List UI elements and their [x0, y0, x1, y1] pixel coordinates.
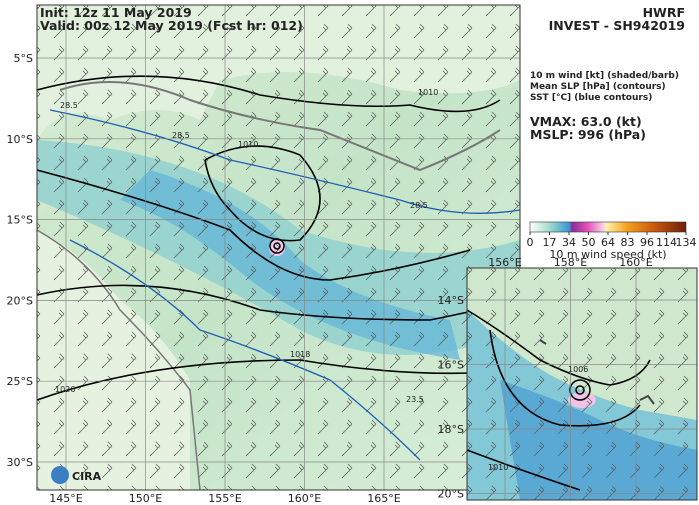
lat-label: 10°S: [7, 133, 33, 146]
colorbar-tick-label: 64: [601, 236, 615, 249]
colorbar-tick-label: 17: [543, 236, 557, 249]
contour-label: 1006: [568, 365, 588, 374]
colorbar-tick-label: 0: [527, 236, 534, 249]
model-text: HWRF: [643, 5, 685, 20]
contour-label: 1010: [488, 463, 508, 472]
mslp: MSLP: 996 (hPa): [530, 127, 646, 142]
contour-label: 28.5: [172, 131, 190, 140]
contour-label: 23.5: [406, 395, 424, 404]
vmax: VMAX: 63.0 (kt): [530, 114, 642, 129]
colorbar-tick-label: 50: [582, 236, 596, 249]
lat-label: 30°S: [7, 456, 33, 469]
lat-label: 25°S: [7, 375, 33, 388]
lat-label: 20°S: [7, 294, 33, 307]
contour-label: 1010: [418, 88, 438, 97]
legend-line: Mean SLP [hPa] (contours): [530, 82, 666, 92]
legend-line: SST [°C] (blue contours): [530, 93, 652, 103]
inset-lon-label: 156°E: [488, 256, 521, 269]
colorbar-tick-label: 83: [621, 236, 635, 249]
colorbar-label: 10 m wind speed (kt): [549, 248, 666, 261]
inset-lat-label: 14°S: [438, 294, 464, 307]
contour-label: 28.5: [410, 201, 428, 210]
lon-label: 145°E: [49, 492, 82, 505]
storm-text: INVEST - SH942019: [549, 18, 685, 33]
colorbar: [529, 221, 687, 233]
contour-label: 1010: [238, 140, 258, 149]
colorbar-tick-label: 114: [656, 236, 677, 249]
lon-label: 150°E: [129, 492, 162, 505]
lon-label: 155°E: [208, 492, 241, 505]
inset-map: [467, 268, 697, 500]
contour-label: 1026: [55, 385, 75, 394]
inset-lat-label: 16°S: [438, 359, 464, 372]
logo-icon: [51, 466, 69, 484]
lon-label: 165°E: [367, 492, 400, 505]
colorbar-tick-label: 34: [562, 236, 576, 249]
legend-line: 10 m wind [kt] (shaded/barb): [530, 71, 679, 81]
init-text: Init: 12z 11 May 2019: [40, 5, 192, 20]
inset-lat-label: 20°S: [438, 488, 464, 501]
valid-text: Valid: 00z 12 May 2019 (Fcst hr: 012): [40, 18, 303, 33]
inset-lon-label: 160°E: [619, 256, 652, 269]
lat-label: 5°S: [14, 52, 33, 65]
contour-label: 1018: [290, 350, 310, 359]
lat-label: 15°S: [7, 214, 33, 227]
main-map: [37, 5, 520, 490]
inset-lon-label: 158°E: [554, 256, 587, 269]
lon-label: 160°E: [288, 492, 321, 505]
logo: CIRA: [72, 470, 102, 483]
colorbar-tick-label: 134: [676, 236, 697, 249]
contour-label: 28.5: [60, 101, 78, 110]
inset-lat-label: 18°S: [438, 423, 464, 436]
colorbar-tick-label: 96: [640, 236, 654, 249]
